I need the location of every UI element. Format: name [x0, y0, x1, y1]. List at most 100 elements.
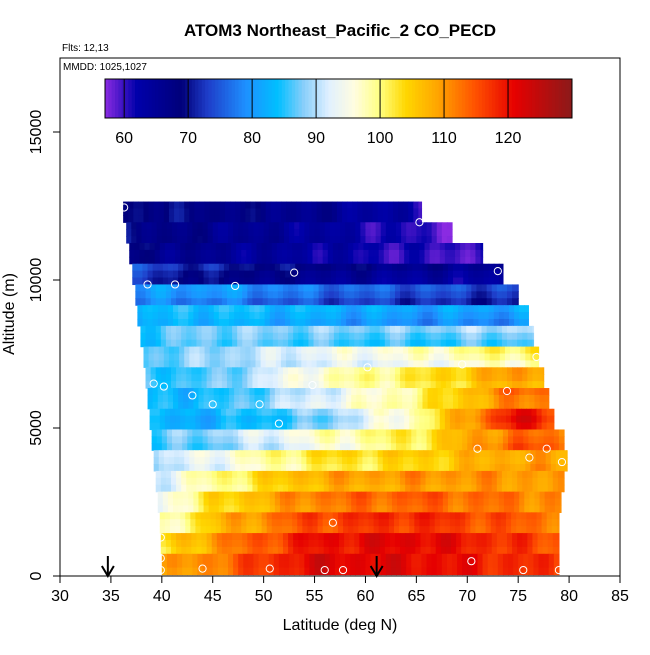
heatmap-cell [178, 401, 184, 410]
heatmap-cell [325, 277, 332, 286]
heatmap-cell [229, 388, 235, 396]
heatmap-cell [277, 332, 284, 341]
heatmap-cell [433, 450, 440, 458]
heatmap-cell [496, 477, 503, 486]
heatmap-cell [444, 512, 451, 520]
heatmap-cell [494, 464, 501, 472]
heatmap-cell [253, 222, 260, 230]
heatmap-cell [264, 505, 271, 513]
colorbar-segment [501, 79, 506, 118]
heatmap-cell [288, 484, 294, 493]
heatmap-cell [389, 546, 396, 555]
sample-point [255, 400, 264, 409]
heatmap-cell [193, 263, 200, 272]
heatmap-cell [144, 249, 151, 258]
heatmap-cell [386, 277, 393, 286]
heatmap-cell [551, 422, 555, 431]
heatmap-cell [239, 312, 245, 320]
heatmap-cell [196, 546, 203, 555]
heatmap-cell [217, 222, 224, 230]
heatmap-cell [353, 526, 359, 534]
heatmap-cell [523, 429, 529, 437]
heatmap-cell [466, 367, 472, 375]
heatmap-cell [559, 505, 562, 513]
heatmap-cell [262, 546, 269, 555]
heatmap-cell [430, 284, 437, 292]
heatmap-cell [524, 394, 530, 403]
heatmap-cell [373, 422, 380, 431]
heatmap-cell [325, 270, 332, 279]
heatmap-cell [318, 367, 325, 375]
heatmap-cell [380, 236, 387, 244]
heatmap-cell [351, 263, 357, 272]
heatmap-cell [164, 519, 171, 527]
heatmap-cell [314, 229, 321, 237]
heatmap-cell [444, 243, 451, 251]
heatmap-cell [352, 450, 358, 458]
heatmap-cell [420, 298, 427, 306]
heatmap-cell [276, 408, 283, 417]
x-tick-label: 70 [458, 588, 476, 605]
heatmap-cell [325, 305, 332, 313]
heatmap-cell [499, 450, 506, 458]
heatmap-cell [399, 512, 405, 520]
heatmap-cell [310, 505, 317, 513]
heatmap-cell [216, 291, 223, 299]
heatmap-cell [434, 249, 441, 258]
heatmap-cell [328, 539, 335, 548]
heatmap-cell [496, 484, 503, 493]
colorbar-segment [221, 79, 226, 118]
heatmap-cell [532, 477, 539, 486]
heatmap-cell [432, 505, 439, 513]
heatmap-cell [316, 353, 323, 362]
heatmap-cell [288, 284, 294, 292]
heatmap-cell [412, 277, 418, 286]
heatmap-cell [487, 567, 494, 576]
heatmap-cell [205, 243, 212, 251]
heatmap-cell [215, 256, 222, 265]
heatmap-cell [410, 332, 416, 341]
heatmap-cell [434, 243, 441, 251]
heatmap-cell [291, 353, 297, 362]
heatmap-cell [318, 339, 325, 348]
heatmap-cell [481, 539, 488, 548]
heatmap-cell [223, 312, 230, 320]
colorbar-tick-label: 80 [243, 130, 261, 147]
heatmap-cell [336, 346, 343, 355]
heatmap-cell [261, 243, 268, 251]
heatmap-cell [155, 367, 162, 375]
heatmap-cell [476, 339, 483, 348]
heatmap-cell [198, 318, 205, 327]
heatmap-cell [420, 291, 427, 299]
heatmap-cell [488, 491, 495, 500]
heatmap-cell [272, 470, 279, 479]
heatmap-cell [442, 305, 449, 313]
heatmap-cell [333, 291, 340, 299]
heatmap-cell [248, 553, 255, 562]
heatmap-cell [285, 388, 291, 396]
heatmap-cell [382, 360, 389, 368]
heatmap-cell [270, 464, 277, 472]
heatmap-cell [183, 505, 189, 513]
heatmap-cell [408, 464, 414, 472]
heatmap-cell [504, 346, 511, 355]
heatmap-cell [170, 381, 177, 389]
heatmap-cell [432, 305, 439, 313]
heatmap-cell [442, 401, 449, 410]
heatmap-cell [407, 498, 413, 507]
heatmap-cell [425, 367, 432, 375]
heatmap-cell [299, 560, 305, 569]
heatmap-cell [312, 249, 319, 258]
heatmap-cell [527, 546, 534, 555]
heatmap-cell [501, 291, 508, 299]
heatmap-cell [226, 484, 233, 493]
heatmap-cell [348, 422, 354, 431]
heatmap-cell [193, 401, 200, 410]
heatmap-cell [431, 429, 438, 437]
heatmap-cell [446, 429, 453, 437]
heatmap-cell [164, 243, 171, 251]
heatmap-cell [548, 436, 555, 444]
heatmap-cell [385, 553, 392, 562]
heatmap-cell [323, 484, 330, 493]
heatmap-cell [391, 270, 398, 279]
